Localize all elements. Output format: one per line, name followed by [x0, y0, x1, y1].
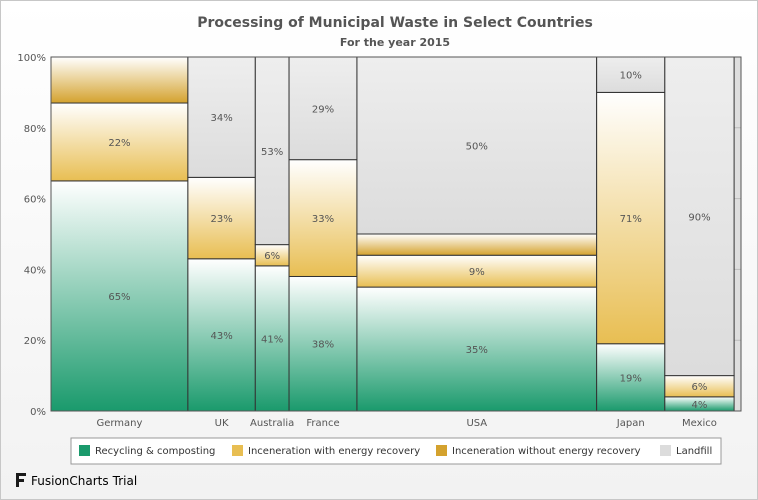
data-label: 22%: [108, 138, 130, 149]
plot-border: [50, 56, 742, 412]
segment-uk-inceneration-with-energy-recovery[interactable]: [187, 176, 256, 260]
data-label: 41%: [261, 334, 283, 345]
legend-swatch: [436, 445, 447, 456]
plot-area: 0% 20% 40% 60% 80% 100% 65% 22% Germany 43% 23% 34%…: [17, 53, 742, 429]
y-tick-label: 20%: [24, 336, 46, 347]
x-tick-label: Germany: [96, 418, 142, 429]
data-label: 71%: [620, 214, 642, 225]
legend-swatch: [660, 445, 671, 456]
x-tick-label: Japan: [616, 418, 645, 429]
fusioncharts-logo-icon: [16, 473, 26, 487]
data-label: 53%: [261, 147, 283, 158]
legend-label: Inceneration with energy recovery: [248, 446, 420, 457]
x-tick-label: Mexico: [682, 418, 717, 429]
data-label: 90%: [688, 212, 710, 223]
legend-box: [70, 437, 722, 465]
segment-mexico-landfill[interactable]: [664, 56, 735, 377]
segment-germany-inceneration-with-energy-recovery[interactable]: [50, 102, 189, 182]
data-label: 50%: [466, 142, 488, 153]
y-tick-label: 0%: [30, 407, 46, 418]
legend-item-inceneration-without-energy-recovery[interactable]: Inceneration without energy recovery: [436, 445, 641, 457]
data-label: 4%: [692, 400, 708, 411]
segment-usa-inceneration-with-energy-recovery[interactable]: [356, 254, 598, 288]
x-tick-label: UK: [215, 418, 229, 429]
data-label: 65%: [108, 292, 130, 303]
data-label: 6%: [692, 382, 708, 393]
legend-item-landfill[interactable]: Landfill: [660, 445, 712, 457]
segment-uk-landfill[interactable]: [187, 56, 256, 178]
data-label: 43%: [210, 331, 232, 342]
legend-item-recycling-composting[interactable]: Recycling & composting: [79, 445, 215, 457]
segment-usa-landfill[interactable]: [356, 56, 598, 235]
y-tick-label: 60%: [24, 195, 46, 206]
data-label: 23%: [210, 214, 232, 225]
brand-suffix: Trial: [112, 474, 138, 488]
segment-usa-inceneration-without-energy-recovery[interactable]: [356, 233, 598, 256]
segment-germany-recycling-composting[interactable]: [50, 180, 189, 412]
data-label: 33%: [312, 214, 334, 225]
brand-logo: FusionCharts Trial: [16, 473, 137, 488]
legend-swatch: [79, 445, 90, 456]
chart-subtitle: For the year 2015: [340, 36, 450, 49]
data-label: 29%: [312, 104, 334, 115]
segment-france-inceneration-with-energy-recovery[interactable]: [288, 159, 358, 277]
legend: Recycling & composting Inceneration with …: [70, 437, 722, 465]
x-tick-label: USA: [466, 418, 487, 429]
legend-swatch: [232, 445, 243, 456]
legend-label: Landfill: [676, 446, 712, 457]
data-label: 9%: [469, 267, 485, 278]
segment-japan-inceneration-with-energy-recovery[interactable]: [596, 91, 666, 345]
brand-name: FusionCharts: [31, 474, 109, 488]
x-tick-label: France: [306, 418, 339, 429]
data-label: 34%: [210, 113, 232, 124]
brand-logo-text: FusionCharts Trial: [31, 474, 137, 488]
segment-japan-landfill[interactable]: [596, 56, 666, 93]
data-label: 6%: [264, 251, 280, 262]
legend-label: Recycling & composting: [95, 446, 215, 457]
data-label: 10%: [620, 71, 642, 82]
data-label: 38%: [312, 340, 334, 351]
chart-title: Processing of Municipal Waste in Select …: [197, 15, 593, 31]
legend-label: Inceneration without energy recovery: [452, 446, 641, 457]
segment-usa-recycling-composting[interactable]: [356, 286, 598, 412]
y-tick-label: 40%: [24, 265, 46, 276]
y-tick-label: 100%: [17, 53, 46, 64]
segment-germany-inceneration-without-energy-recovery[interactable]: [50, 56, 189, 104]
x-tick-label: Australia: [250, 418, 294, 429]
y-tick-label: 80%: [24, 124, 46, 135]
segment-france-landfill[interactable]: [288, 56, 358, 161]
data-label: 19%: [620, 373, 642, 384]
legend-item-inceneration-with-energy-recovery[interactable]: Inceneration with energy recovery: [232, 445, 420, 457]
data-label: 35%: [466, 345, 488, 356]
